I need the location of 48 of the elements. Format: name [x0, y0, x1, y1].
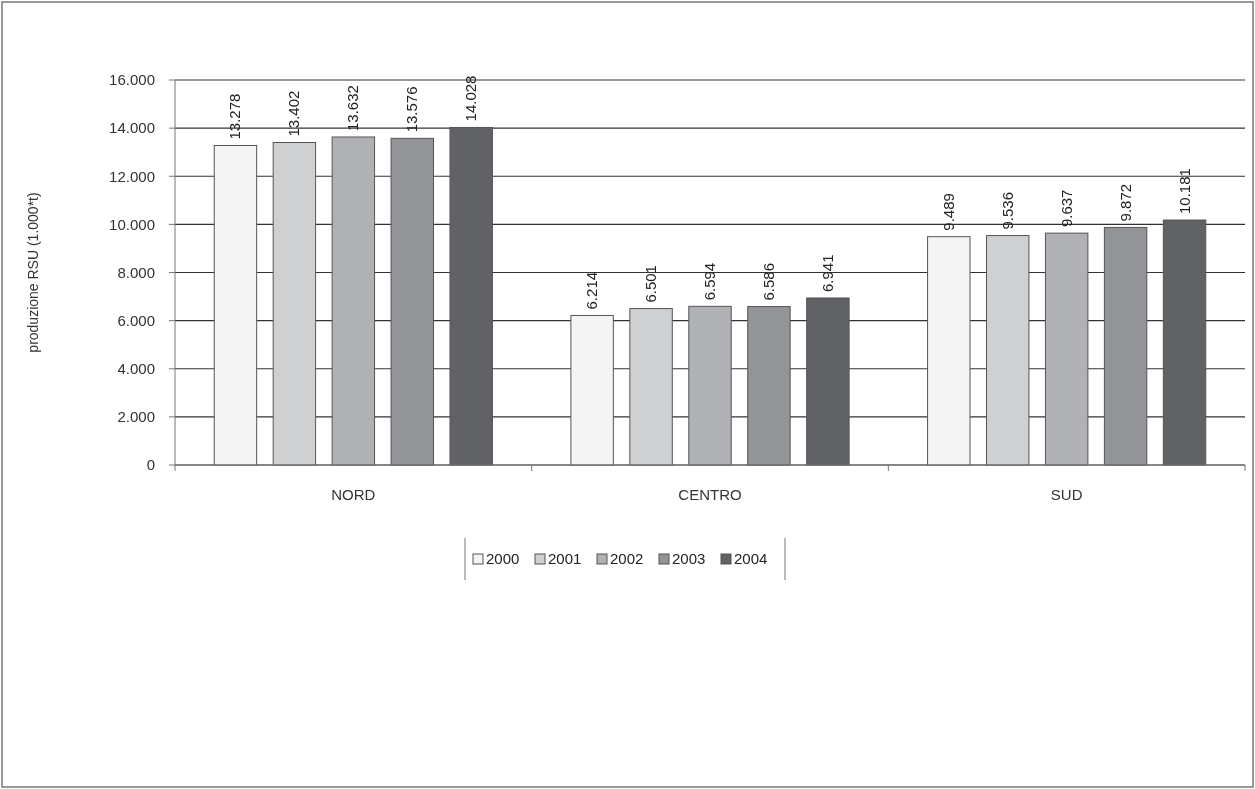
bar	[331, 136, 376, 466]
legend-label: 2003	[672, 550, 706, 567]
data-label: 9.872	[1116, 183, 1134, 222]
data-label: 9.489	[939, 193, 957, 231]
y-tick-label: 12.000	[109, 167, 155, 185]
bar	[213, 145, 258, 466]
data-label: 13.278	[226, 93, 244, 140]
data-label: 6.594	[701, 262, 718, 301]
bar	[688, 305, 732, 466]
data-label: 9.536	[998, 191, 1016, 230]
data-label: 9.637	[1057, 189, 1075, 228]
bar	[449, 126, 493, 466]
bar	[986, 235, 1030, 466]
x-tick-label: CENTRO	[678, 486, 742, 503]
y-tick-label: 2.000	[117, 408, 155, 426]
bar	[629, 308, 673, 466]
y-tick-label: 16.000	[109, 71, 155, 89]
legend-label: 2000	[486, 550, 520, 567]
y-tick-label: 4.000	[117, 360, 155, 377]
y-tick-label: 0	[146, 456, 155, 474]
y-tick-label: 10.000	[109, 215, 155, 233]
bar	[1103, 226, 1148, 466]
bar	[806, 297, 850, 466]
x-tick-label: NORD	[331, 486, 376, 503]
bar	[390, 137, 434, 466]
data-label: 6.214	[583, 271, 601, 310]
bar	[927, 236, 971, 466]
bar	[570, 314, 614, 466]
data-label: 6.941	[818, 254, 836, 292]
y-tick-label: 8.000	[117, 263, 155, 281]
data-label: 10.181	[1175, 168, 1193, 215]
y-axis-title: produzione RSU (1.000*t)	[25, 192, 41, 353]
legend-label: 2004	[734, 550, 768, 567]
bar	[1044, 232, 1089, 466]
data-label: 6.501	[642, 265, 660, 303]
data-label: 13.402	[285, 90, 303, 137]
y-tick-label: 6.000	[117, 311, 155, 329]
data-label: 13.632	[344, 85, 362, 131]
bar	[747, 306, 791, 466]
data-label: 14.028	[462, 75, 480, 122]
legend-label: 2001	[548, 550, 582, 567]
data-label: 13.576	[403, 86, 421, 133]
y-tick-label: 14.000	[109, 119, 155, 137]
x-tick-label: SUD	[1050, 486, 1083, 503]
data-label: 6.586	[759, 262, 777, 301]
bar	[1162, 219, 1207, 466]
bar	[272, 142, 317, 466]
legend-label: 2002	[610, 550, 644, 567]
